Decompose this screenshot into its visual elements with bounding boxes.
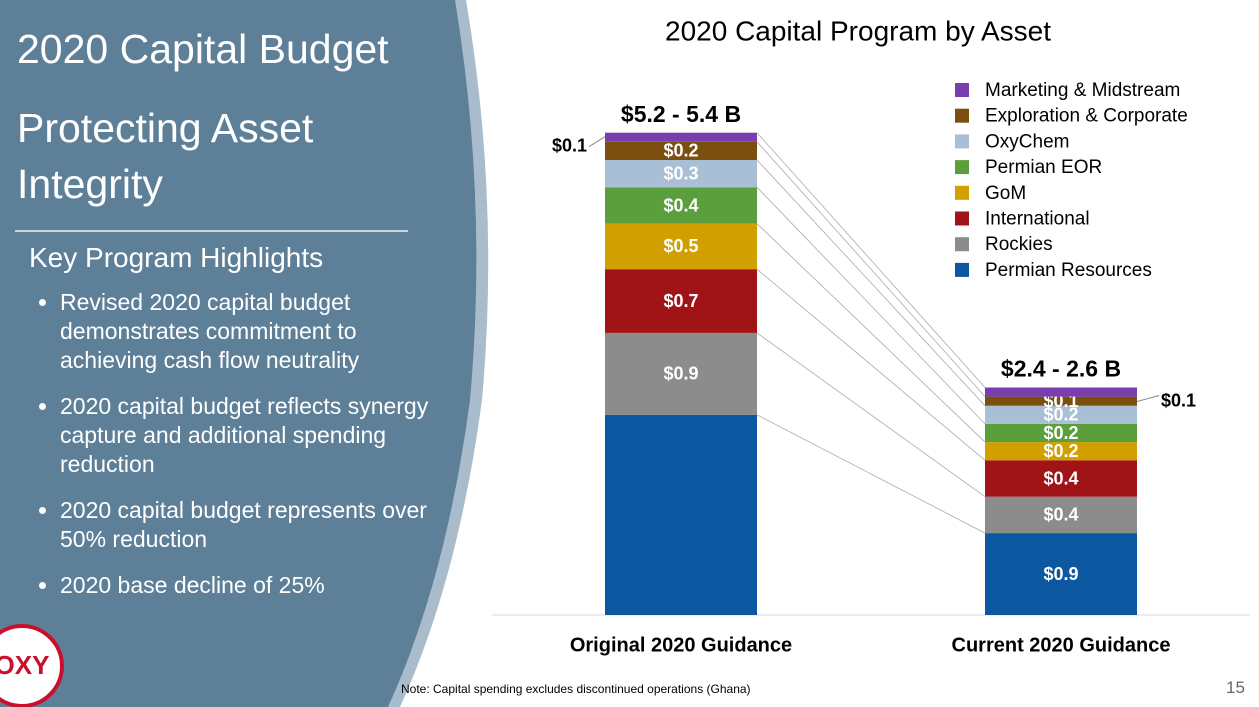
- bullet: 2020 capital budget reflects synergy cap…: [60, 392, 445, 479]
- value-label: $0.2: [1043, 441, 1078, 461]
- legend-label: Permian Resources: [985, 260, 1152, 281]
- left-panel: [0, 0, 477, 707]
- legend-swatch: [955, 83, 969, 97]
- value-label: $0.4: [1043, 468, 1078, 488]
- connector: [756, 159, 986, 406]
- value-label: $0.9: [1043, 564, 1078, 584]
- bar-segment: [985, 442, 1137, 461]
- chart-title: 2020 Capital Program by Asset: [665, 15, 1051, 46]
- legend-label: Exploration & Corporate: [985, 106, 1188, 127]
- x-tick-label: Original 2020 Guidance: [570, 634, 792, 656]
- logo: [0, 624, 64, 707]
- value-label: $0.4: [663, 195, 698, 215]
- connector: [756, 132, 986, 388]
- value-label: $0.9: [663, 364, 698, 384]
- legend-label: Permian EOR: [985, 157, 1102, 178]
- legend-label: GoM: [985, 183, 1026, 204]
- value-label: $0.5: [663, 236, 698, 256]
- bar-segment: [605, 132, 757, 142]
- legend-swatch: [955, 160, 969, 175]
- bullet: 2020 base decline of 25%: [60, 571, 445, 600]
- footnote: Note: Capital spending excludes disconti…: [401, 682, 751, 696]
- connector: [756, 332, 986, 498]
- bar-segment: [985, 460, 1137, 497]
- legend-label: Rockies: [985, 234, 1053, 255]
- value-label: $0.4: [1043, 505, 1078, 525]
- bullet-list: Revised 2020 capital budget demonstrates…: [28, 288, 445, 617]
- connector: [756, 223, 986, 443]
- connector: [756, 414, 986, 534]
- bar-segment: [605, 160, 757, 188]
- slide-title: 2020 Capital Budget: [17, 26, 389, 72]
- bar-segment: [605, 223, 757, 270]
- bar-segment: [605, 269, 757, 333]
- legend-label: International: [985, 209, 1090, 230]
- legend-label: Marketing & Midstream: [985, 80, 1180, 101]
- legend-swatch: [955, 185, 969, 200]
- value-label: $0.1: [1161, 390, 1196, 410]
- slide-subtitle: Protecting Asset Integrity: [17, 105, 314, 207]
- total-label: $5.2 - 5.4 B: [621, 101, 741, 127]
- value-label: $0.7: [663, 291, 698, 311]
- value-label: $0.2: [1043, 423, 1078, 443]
- legend-swatch: [955, 237, 969, 252]
- value-label: $0.2: [663, 141, 698, 161]
- legend-swatch: [955, 262, 969, 277]
- value-label: $0.3: [663, 163, 698, 183]
- bar-segment: [985, 496, 1137, 534]
- value-label: $0.2: [1043, 405, 1078, 425]
- bar-segment: [605, 414, 757, 615]
- bullet: Revised 2020 capital budget demonstrates…: [60, 288, 445, 375]
- connector: [756, 187, 986, 425]
- bar-segment: [605, 332, 757, 415]
- total-label: $2.4 - 2.6 B: [1001, 356, 1121, 382]
- bullet: 2020 capital budget represents over 50% …: [60, 496, 445, 554]
- connector: [756, 141, 986, 397]
- legend-label: OxyChem: [985, 131, 1069, 152]
- x-tick-label: Current 2020 Guidance: [952, 634, 1171, 656]
- leader-line: [1136, 395, 1160, 402]
- bar-segment: [605, 141, 757, 160]
- bar-segment: [985, 387, 1137, 397]
- connector: [756, 268, 986, 461]
- bar-segment: [985, 405, 1137, 424]
- legend-swatch: [955, 134, 969, 149]
- section-heading: Key Program Highlights: [29, 242, 324, 273]
- legend-swatch: [955, 211, 969, 226]
- bar-segment: [985, 396, 1137, 406]
- bar-segment: [985, 533, 1137, 615]
- value-label: $0.1: [552, 135, 587, 155]
- leader-line: [588, 136, 606, 148]
- page-number: 15: [1226, 678, 1245, 697]
- legend-swatch: [955, 108, 969, 123]
- bar-segment: [985, 423, 1137, 443]
- logo-text: OXY: [0, 650, 49, 680]
- bar-segment: [605, 187, 757, 224]
